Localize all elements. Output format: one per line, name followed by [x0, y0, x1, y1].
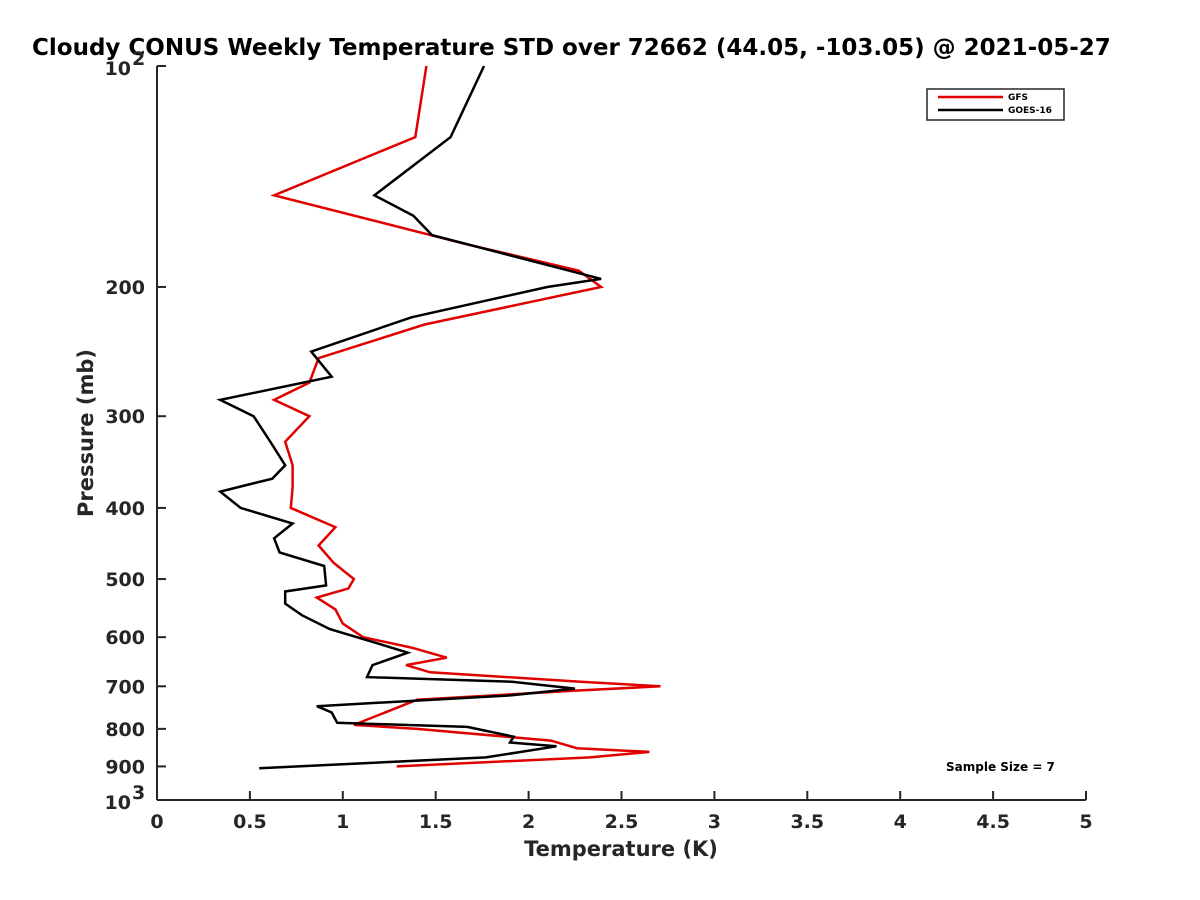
legend-box [926, 88, 1065, 121]
x-tick-label: 4.5 [976, 811, 1010, 833]
x-tick-label: 2.5 [605, 811, 639, 833]
y-limit-label: 10 [105, 58, 131, 80]
y-limit-label-exponent: 3 [132, 782, 145, 804]
x-tick-label: 2 [522, 811, 535, 833]
y-tick-label: 400 [105, 498, 145, 520]
y-tick-label: 500 [105, 569, 145, 591]
x-tick-label: 4 [894, 811, 907, 833]
x-tick-label: 5 [1079, 811, 1092, 833]
x-tick-label: 1 [336, 811, 349, 833]
legend-label-gfs: GFS [1008, 93, 1028, 103]
y-tick-label: 600 [105, 627, 145, 649]
x-tick-label: 3 [708, 811, 721, 833]
y-limit-label: 10 [105, 792, 131, 814]
x-tick-label: 3.5 [790, 811, 824, 833]
legend-label-goes16: GOES-16 [1008, 106, 1052, 116]
legend: GFS GOES-16 [926, 88, 1065, 121]
y-tick-label: 900 [105, 756, 145, 778]
x-tick-label: 0.5 [233, 811, 267, 833]
y-limit-label-exponent: 2 [132, 48, 145, 70]
chart-title: Cloudy CONUS Weekly Temperature STD over… [32, 35, 1111, 61]
y-tick-label: 200 [105, 277, 145, 299]
y-tick-label: 300 [105, 406, 145, 428]
series-line-gfs [270, 65, 661, 768]
series-line-goes16 [216, 65, 602, 770]
series-layer [216, 65, 661, 770]
x-axis-label: Temperature (K) [524, 837, 718, 861]
y-axis-label: Pressure (mb) [74, 349, 98, 517]
y-tick-label: 700 [105, 676, 145, 698]
axes-layer [156, 66, 1086, 801]
y-tick-label: 800 [105, 719, 145, 741]
x-tick-label: 1.5 [419, 811, 453, 833]
x-tick-label: 0 [150, 811, 163, 833]
x-ticks: 0 0.5 1 1.5 2 2.5 3 3.5 4 4.5 5 [150, 791, 1093, 833]
sample-size-annotation: Sample Size = 7 [946, 760, 1055, 774]
